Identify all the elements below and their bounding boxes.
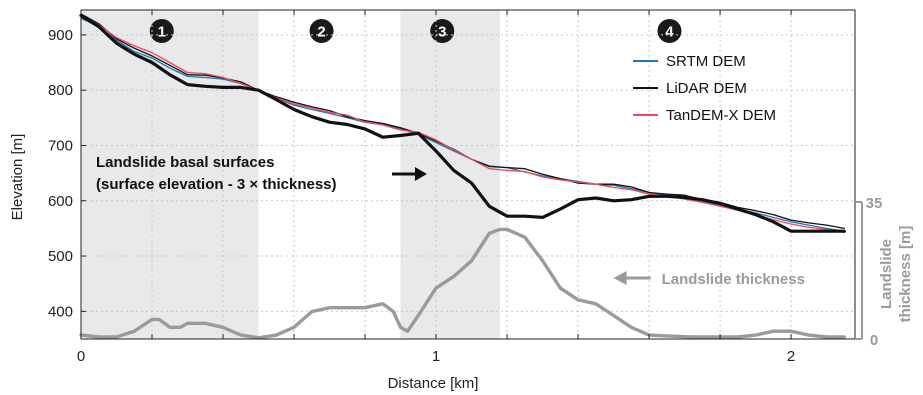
annotation-basal-arrowhead [414,167,427,181]
annotation-thickness-arrowhead [613,271,627,285]
right-axis-title-line1: Landslide [878,239,895,309]
plot-frame [80,9,856,340]
annotation-basal-line2: (surface elevation - 3 × thickness) [96,176,337,193]
y-tick-label: 800 [48,82,73,99]
zone-number-1: 1 [158,24,166,41]
y-tick-label: 500 [48,248,73,265]
x-tick-label: 2 [787,348,795,365]
annotation-thickness-label: Landslide thickness [662,271,805,288]
annotation-basal-line1: Landslide basal surfaces [96,154,274,171]
zone-band-1 [81,10,259,339]
right-axis-tick-label: 0 [870,332,878,349]
zone-number-2: 2 [317,24,325,41]
right-axis-tick-label: 35 [866,195,883,212]
zone-marker-2 [309,19,334,43]
y-tick-label: 900 [48,27,73,44]
y-tick-label: 400 [48,303,73,320]
zone-number-3: 3 [438,24,446,41]
legend-label-1: LiDAR DEM [666,80,747,97]
y-tick-label: 600 [48,193,73,210]
zone-number-4: 4 [665,24,674,41]
x-tick-label: 1 [432,348,440,365]
x-axis-title: Distance [km] [388,375,479,392]
zone-marker-1 [149,19,174,43]
legend-label-0: SRTM DEM [666,53,746,70]
series-line-landslide-thickness [79,227,846,340]
series-line-landslide-basal-surfaces [79,13,846,233]
x-tick-label: 0 [77,348,85,365]
y-tick-label: 700 [48,137,73,154]
zone-marker-4 [657,19,682,43]
y-axis-title: Elevation [m] [9,134,26,221]
series-line-tandem-x-dem [80,14,845,233]
right-axis-title-line2: thickness [m] [897,226,914,323]
legend-label-2: TanDEM-X DEM [666,107,776,124]
